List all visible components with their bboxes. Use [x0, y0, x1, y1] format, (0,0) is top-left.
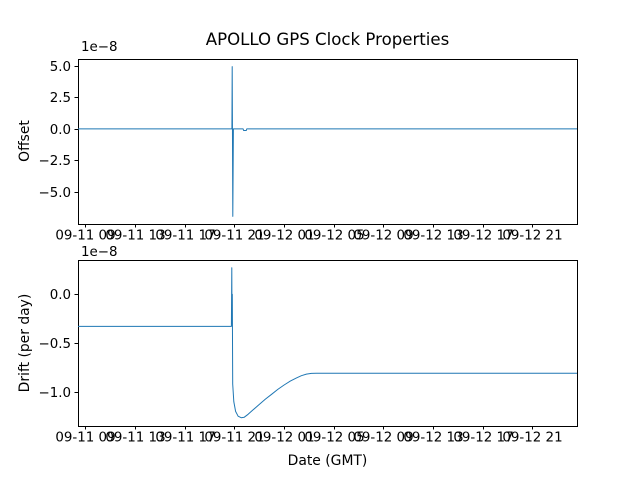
x-tick-label: 09-12 21 — [502, 229, 562, 244]
x-tick-label: 09-11 09 — [55, 229, 115, 244]
axes-frame — [78, 59, 578, 225]
x-tick-label: 09-12 05 — [304, 229, 364, 244]
y-tick-label: −2.5 — [38, 154, 71, 169]
y-tick-label: −1.0 — [38, 386, 71, 401]
x-tick-label: 09-11 13 — [105, 431, 165, 446]
y-tick-label: 5.0 — [50, 60, 71, 75]
x-tick-label: 09-11 17 — [155, 431, 215, 446]
x-tick-label: 09-12 01 — [254, 431, 314, 446]
y-tick-label: 2.5 — [50, 91, 71, 106]
y-tick-label: 0.0 — [50, 123, 71, 138]
chart-title: APOLLO GPS Clock Properties — [205, 30, 450, 49]
drift-scale-label: 1e−8 — [81, 245, 118, 260]
y-tick-label: 0.0 — [50, 288, 71, 303]
x-tick-label: 09-12 21 — [502, 431, 562, 446]
y-tick-label: −5.0 — [38, 186, 71, 201]
date-x-axis-label: Date (GMT) — [287, 453, 368, 469]
drift-y-axis-label: Drift (per day) — [17, 293, 33, 393]
x-tick-label: 09-11 09 — [55, 431, 115, 446]
x-tick-label: 09-11 13 — [105, 229, 165, 244]
offset-y-axis-label: Offset — [17, 120, 33, 162]
x-tick-label: 09-12 17 — [453, 229, 513, 244]
x-tick-label: 09-11 21 — [204, 229, 264, 244]
x-tick-label: 09-12 13 — [403, 229, 463, 244]
x-tick-label: 09-12 09 — [353, 431, 413, 446]
x-tick-label: 09-11 21 — [204, 431, 264, 446]
offset-line — [78, 66, 577, 217]
x-tick-label: 09-12 01 — [254, 229, 314, 244]
x-tick-label: 09-12 17 — [453, 431, 513, 446]
axes-frame — [78, 260, 578, 427]
y-tick-label: −0.5 — [38, 337, 71, 352]
x-tick-label: 09-12 13 — [403, 431, 463, 446]
offset-scale-label: 1e−8 — [81, 40, 118, 55]
drift-line — [78, 267, 577, 419]
x-tick-label: 09-12 09 — [353, 229, 413, 244]
x-tick-label: 09-12 05 — [304, 431, 364, 446]
x-tick-label: 09-11 17 — [155, 229, 215, 244]
